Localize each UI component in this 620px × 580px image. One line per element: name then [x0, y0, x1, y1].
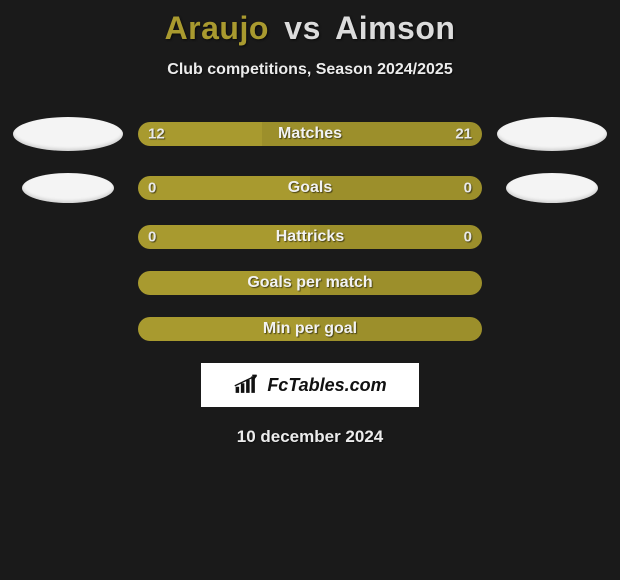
right-oval-slot: [492, 173, 612, 203]
bar-chart-icon: [233, 374, 261, 396]
stat-row: 12 21 Matches: [0, 117, 620, 151]
attribution-badge: FcTables.com: [201, 363, 419, 407]
stat-bar: 12 21 Matches: [138, 122, 482, 146]
stat-label: Goals: [288, 179, 332, 197]
stat-label: Goals per match: [247, 274, 372, 292]
comparison-infographic: Araujo vs Aimson Club competitions, Seas…: [0, 0, 620, 580]
title-player1: Araujo: [165, 10, 269, 46]
stat-row: 0 0 Goals: [0, 173, 620, 203]
stat-row: Goals per match: [0, 271, 620, 295]
stat-value-right: 0: [464, 180, 472, 197]
stat-value-left: 0: [148, 180, 156, 197]
stat-value-right: 21: [455, 126, 472, 143]
stat-label: Matches: [278, 125, 342, 143]
stat-label: Hattricks: [276, 228, 344, 246]
subtitle: Club competitions, Season 2024/2025: [167, 61, 452, 79]
player1-badge: [13, 117, 123, 151]
left-oval-slot: [8, 173, 128, 203]
stat-value-left: 12: [148, 126, 165, 143]
date-label: 10 december 2024: [237, 427, 384, 447]
attribution-text: FcTables.com: [267, 375, 386, 396]
stat-label: Min per goal: [263, 320, 357, 338]
left-oval-slot: [8, 117, 128, 151]
right-oval-slot: [492, 117, 612, 151]
stat-value-right: 0: [464, 229, 472, 246]
stat-row: Min per goal: [0, 317, 620, 341]
stat-rows: 12 21 Matches 0 0 Goals 0 0 Hattricks Goals per m…: [0, 117, 620, 341]
page-title: Araujo vs Aimson: [165, 10, 456, 47]
stat-value-left: 0: [148, 229, 156, 246]
stat-row: 0 0 Hattricks: [0, 225, 620, 249]
player1-badge: [22, 173, 114, 203]
player2-badge: [497, 117, 607, 151]
stat-bar: 0 0 Goals: [138, 176, 482, 200]
stat-bar: Min per goal: [138, 317, 482, 341]
stat-bar: Goals per match: [138, 271, 482, 295]
player2-badge: [506, 173, 598, 203]
title-player2: Aimson: [335, 10, 455, 46]
title-vs: vs: [284, 10, 321, 46]
stat-bar: 0 0 Hattricks: [138, 225, 482, 249]
